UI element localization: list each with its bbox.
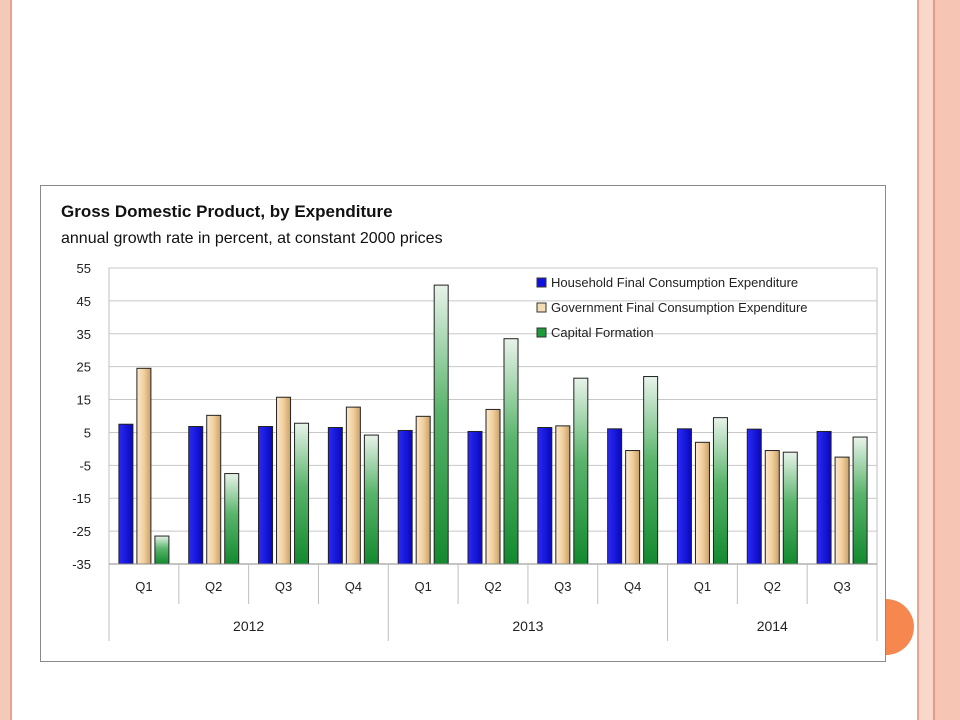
bar-capital [782,451,798,565]
bar-government [136,367,152,565]
y-tick-label: 35 [77,327,91,342]
bar-government [834,456,850,565]
bar-government [206,414,222,565]
bar-household [188,426,204,565]
bar-household [118,423,134,565]
y-tick-label: 5 [84,425,91,440]
x-axis: Q1 Q2 Q3 Q4 Q1 Q2 Q3 Q4 Q1 Q2 Q3 2012 2013 2014 [108,563,878,641]
chart-panel: Gross Domestic Product, by Expenditure a… [40,185,886,662]
x-tick-label: Q4 [345,579,362,594]
bar-capital [433,284,449,565]
bar-government [276,396,292,565]
bars [118,284,868,565]
bar-household [746,428,762,565]
bar-household [397,429,413,565]
bar-capital [643,376,659,565]
bar-capital [294,422,310,565]
legend-swatch [536,327,547,338]
x-tick-label: Q2 [484,579,501,594]
x-tick-label: Q3 [275,579,292,594]
y-tick-label: -25 [72,524,91,539]
right-decor-stripe-outer [933,0,960,720]
bar-government [764,450,780,565]
y-tick-label: 45 [77,294,91,309]
x-tick-label: Q2 [205,579,222,594]
x-tick-label: Q1 [415,579,432,594]
year-group-label: 2012 [233,618,264,634]
legend-swatch [536,277,547,288]
y-tick-label: 25 [77,360,91,375]
bar-government [555,425,571,565]
bar-household [467,430,483,565]
x-tick-label: Q1 [135,579,152,594]
bar-capital [503,338,519,565]
right-decor-stripe-inner [917,0,933,720]
y-tick-label: 15 [77,393,91,408]
bar-household [676,428,692,565]
bar-household [607,428,623,565]
legend-label: Government Final Consumption Expenditure [551,300,808,315]
bar-household [537,427,553,565]
bar-government [345,406,361,565]
legend-label: Household Final Consumption Expenditure [551,275,798,290]
legend-swatch [536,302,547,313]
x-tick-label: Q4 [624,579,641,594]
y-tick-label: -5 [79,458,91,473]
bar-capital [573,377,589,565]
left-decor-stripe [0,0,12,720]
chart-title: Gross Domestic Product, by Expenditure [61,202,393,221]
legend-label: Capital Formation [551,325,654,340]
x-tick-label: Q3 [833,579,850,594]
x-tick-label: Q3 [554,579,571,594]
y-axis: 55 45 35 25 15 5 -5 -15 -25 -35 [72,261,91,572]
bar-capital [852,436,868,565]
y-tick-label: 55 [77,261,91,276]
year-group-label: 2013 [512,618,543,634]
bar-household [327,427,343,565]
bar-capital [363,434,379,565]
y-tick-label: -35 [72,557,91,572]
x-tick-label: Q2 [764,579,781,594]
bar-household [816,430,832,565]
bar-government [485,408,501,565]
y-tick-label: -15 [72,491,91,506]
bar-government [625,450,641,565]
bar-government [694,441,710,565]
bar-government [415,415,431,565]
bar-capital [224,473,240,565]
legend: Household Final Consumption Expenditure G… [536,275,808,340]
chart-subtitle: annual growth rate in percent, at consta… [61,230,443,247]
bar-capital [712,417,728,565]
gdp-expenditure-chart: Gross Domestic Product, by Expenditure a… [61,202,878,641]
year-group-label: 2014 [757,618,788,634]
x-tick-label: Q1 [694,579,711,594]
bar-household [258,426,274,565]
bar-capital [154,535,170,565]
